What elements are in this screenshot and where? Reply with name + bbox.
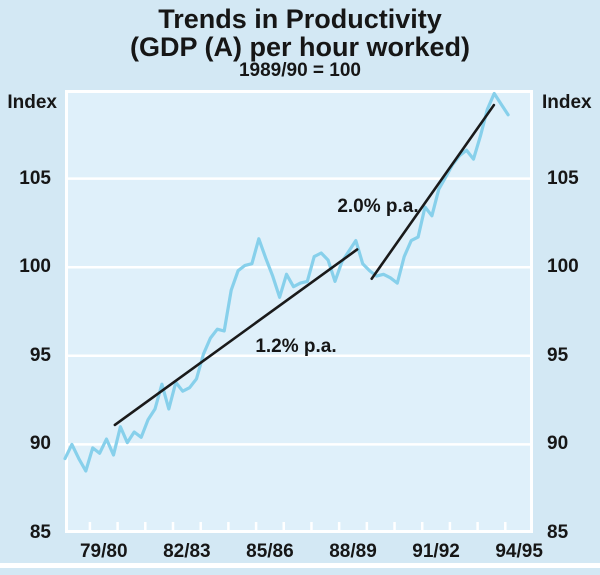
- y-axis-unit-right: Index: [542, 92, 592, 113]
- trend-line-2: [370, 103, 496, 281]
- y-tick-label-left-85: 85: [29, 522, 51, 543]
- y-tick-label-right-90: 90: [547, 433, 569, 455]
- x-tick-label-82-83: 82/83: [163, 541, 211, 562]
- x-tick-label-79-80: 79/80: [79, 541, 128, 562]
- y-tick-label-left-90: 90: [29, 433, 51, 455]
- x-tick-label-88-89: 88/89: [329, 541, 377, 562]
- x-tick-label-91-92: 91/92: [412, 541, 460, 562]
- y-tick-label-right-105: 105: [547, 167, 579, 189]
- y-tick-label-right-85: 85: [547, 522, 569, 543]
- trend-line-1: [113, 248, 359, 427]
- y-axis-unit-left: Index: [7, 92, 57, 113]
- y-tick-label-right-95: 95: [547, 344, 569, 366]
- chart-subtitle: (GDP (A) per hour worked): [129, 32, 471, 62]
- plot-frame: [65, 90, 533, 533]
- index-base-note: 1989/90 = 100: [238, 60, 362, 81]
- y-tick-label-left-95: 95: [29, 344, 51, 366]
- chart-title: Trends in Productivity: [158, 4, 442, 34]
- trend-annotation-1: 1.2% p.a.: [255, 336, 337, 357]
- bottom-rule: [0, 563, 600, 568]
- y-tick-label-right-100: 100: [547, 256, 579, 278]
- plot-background: [65, 90, 533, 533]
- trend-annotation-2: 2.0% p.a.: [337, 196, 419, 217]
- y-tick-label-left-100: 100: [19, 256, 51, 278]
- y-tick-label-left-105: 105: [19, 167, 51, 189]
- x-tick-label-85-86: 85/86: [246, 541, 294, 562]
- productivity-line: [63, 91, 510, 473]
- x-tick-label-94-95: 94/95: [495, 541, 543, 562]
